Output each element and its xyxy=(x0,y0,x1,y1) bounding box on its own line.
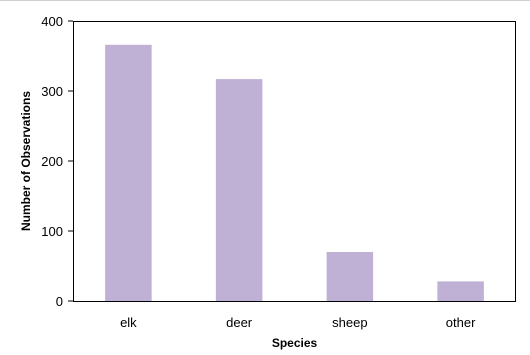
y-tick-label: 100 xyxy=(41,224,63,239)
y-tick-label: 400 xyxy=(41,14,63,29)
x-tick-label-other: other xyxy=(446,315,476,330)
bar-elk xyxy=(105,44,152,302)
x-tick-label-elk: elk xyxy=(120,315,137,330)
bar-sheep xyxy=(326,252,374,301)
bars-group xyxy=(105,44,484,302)
x-tick-label-sheep: sheep xyxy=(332,315,367,330)
x-tick-label-deer: deer xyxy=(226,315,253,330)
x-tick-group: elk deer sheep other xyxy=(120,315,476,330)
y-tick-label: 300 xyxy=(41,84,63,99)
plot-area-border xyxy=(73,21,516,302)
bar-deer xyxy=(215,79,263,301)
y-axis-title: Number of Observations xyxy=(19,91,33,231)
bar-other xyxy=(437,281,484,301)
y-tick-label: 200 xyxy=(41,154,63,169)
x-axis-title: Species xyxy=(272,336,318,350)
y-tick-label: 0 xyxy=(56,294,63,309)
y-tick-group: 0 100 200 300 400 xyxy=(41,14,73,309)
